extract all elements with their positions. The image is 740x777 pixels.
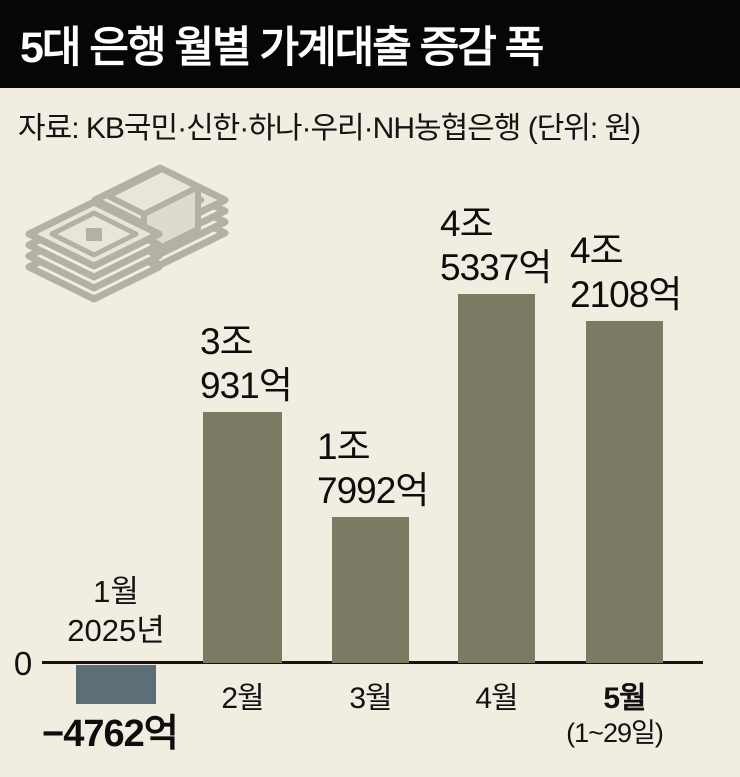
bar-month-label: 3월: [349, 682, 392, 715]
bar-1월: [76, 665, 156, 704]
bar-month-label: 4월: [475, 682, 518, 715]
page-title: 5대 은행 월별 가계대출 증감 폭: [20, 24, 544, 72]
bar-3월: [332, 517, 409, 663]
bar-value-label: 4조 2108억: [570, 230, 682, 315]
bar-value-label: 3조 931억: [200, 321, 293, 406]
bar-value-label: −4762억: [42, 713, 179, 755]
bar-2월: [203, 412, 282, 663]
bar-4월: [458, 294, 535, 663]
bar-month-label: 2월: [221, 682, 264, 715]
bar-value-label: 1조 7992억: [317, 426, 429, 511]
source-line: 자료: KB국민·신한·하나·우리·NH농협은행 (단위: 원): [18, 112, 641, 145]
bar-month-note: (1~29일): [566, 718, 664, 748]
bar-5월: [586, 321, 663, 663]
title-bar: 5대 은행 월별 가계대출 증감 폭: [0, 0, 740, 88]
bar-month-label: 5월: [603, 682, 646, 715]
bar-month-label: 1월 2025년: [67, 574, 165, 648]
axis-zero-label: 0: [13, 645, 33, 682]
money-stack-icon: [25, 164, 229, 303]
bar-value-label: 4조 5337억: [440, 203, 552, 288]
